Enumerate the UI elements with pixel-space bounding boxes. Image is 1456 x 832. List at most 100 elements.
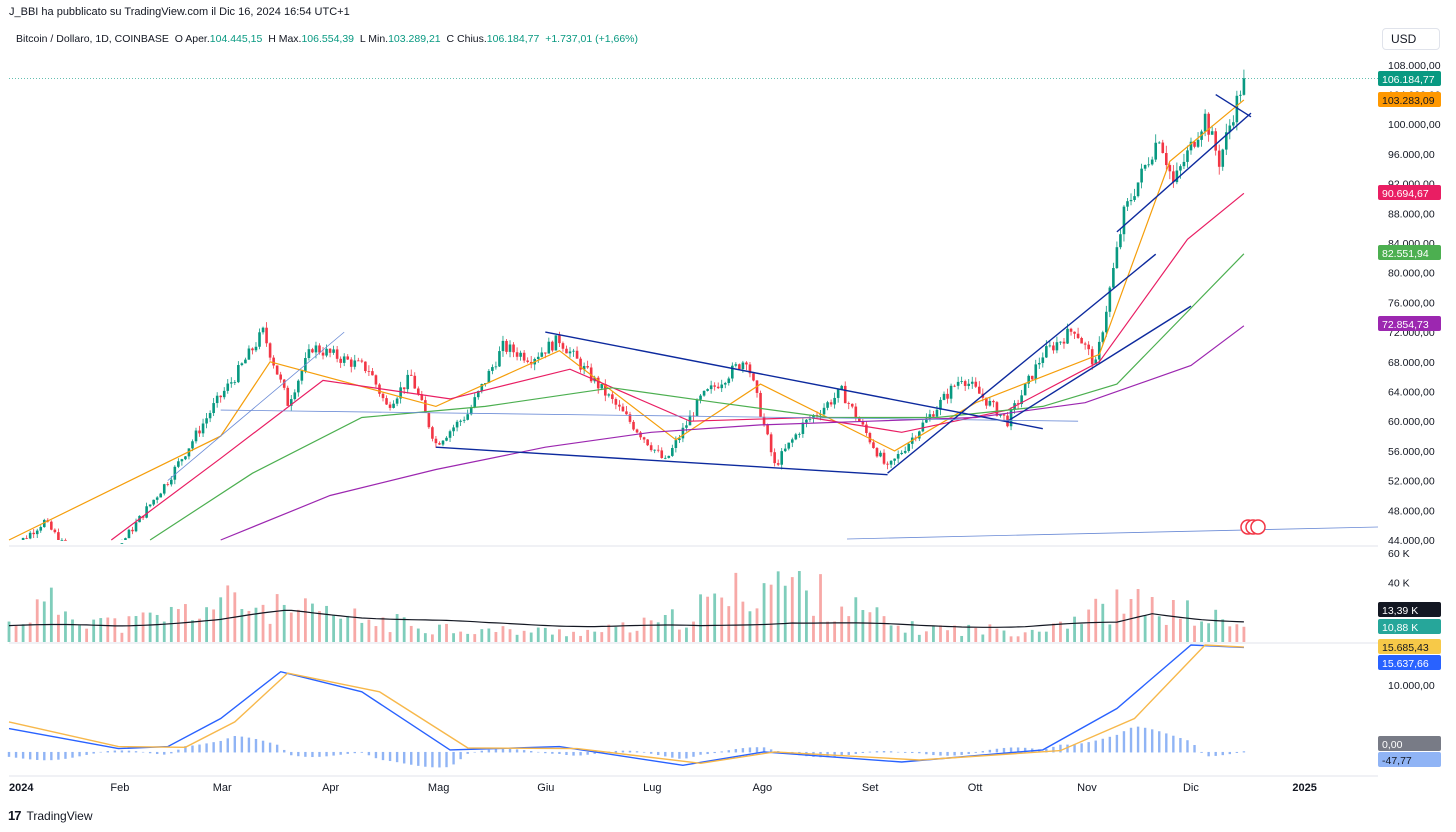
macd-histogram-bar — [882, 751, 886, 753]
candle-body — [1045, 346, 1048, 358]
volume-bar — [1186, 600, 1189, 642]
candle-body — [480, 383, 484, 392]
volume-bar — [826, 621, 829, 642]
volume-bar — [558, 629, 561, 642]
candle-body — [364, 361, 367, 372]
candle-body — [826, 402, 829, 408]
candle-body — [162, 484, 166, 494]
candle-body — [928, 414, 932, 419]
volume-bar — [92, 619, 96, 642]
symbol-label[interactable]: Bitcoin / Dollaro, 1D, COINBASE — [16, 33, 169, 45]
candle-body — [459, 420, 462, 422]
volume-bar — [614, 627, 618, 642]
macd-histogram-bar — [254, 738, 258, 753]
macd-histogram-bar — [50, 751, 53, 761]
candle-body — [812, 415, 815, 419]
volume-bar — [1207, 623, 1211, 642]
candle-body — [201, 423, 205, 434]
candle-body — [900, 452, 903, 455]
macd-histogram-bar — [1214, 751, 1217, 756]
volume-bar — [28, 622, 32, 642]
macd-histogram-bar — [85, 751, 88, 755]
macd-histogram-bar — [1193, 745, 1196, 753]
candle-body — [759, 392, 762, 417]
candle-body — [1041, 357, 1045, 363]
volume-bar — [579, 635, 582, 642]
currency-button[interactable]: USD — [1382, 28, 1440, 50]
candle-body — [261, 327, 265, 333]
volume-bar — [49, 587, 53, 642]
trendline — [1215, 93, 1252, 118]
macd-histogram-bar — [459, 751, 462, 760]
candle-body — [935, 409, 939, 417]
volume-bar — [1228, 626, 1232, 642]
volume-bar — [628, 632, 632, 642]
volume-bar — [529, 632, 533, 642]
volume-bar — [1122, 613, 1126, 642]
candle-body — [1119, 234, 1122, 248]
candle-body — [907, 443, 911, 451]
candle-body — [420, 394, 424, 401]
candle-body — [1105, 311, 1108, 333]
macd-histogram-bar — [438, 751, 441, 768]
time-tick-label: Ott — [968, 782, 983, 794]
candle-body — [649, 445, 653, 451]
macd-histogram-bar — [1200, 751, 1203, 753]
open-letter: O — [174, 33, 183, 45]
candle-body — [688, 415, 692, 426]
volume-bar — [325, 605, 328, 642]
volume-bar — [473, 634, 477, 642]
volume-bar — [176, 609, 180, 642]
volume-bar — [642, 617, 646, 642]
volume-bar — [247, 610, 251, 642]
candle-body — [674, 440, 678, 448]
volume-tick-label: 40 K — [1388, 578, 1410, 590]
macd-histogram-bar — [1023, 747, 1027, 753]
macd-histogram-bar — [1129, 727, 1133, 753]
time-tick-label: Lug — [643, 782, 661, 794]
candle-body — [25, 537, 28, 539]
histogram-tag-bg — [1378, 736, 1441, 751]
candle-body — [53, 529, 57, 533]
candle-body — [505, 340, 508, 352]
volume-bar — [776, 571, 780, 642]
macd-tick-label: 10.000,00 — [1388, 680, 1435, 692]
candle-body — [565, 348, 568, 354]
candle-body — [64, 539, 67, 541]
candle-body — [925, 418, 928, 423]
candle-body — [858, 417, 861, 422]
candle-body — [487, 370, 491, 384]
price-tick-label: 68.000,00 — [1388, 357, 1435, 369]
trendline — [887, 253, 1157, 474]
candle-body — [1224, 132, 1228, 150]
candle-body — [1210, 131, 1214, 135]
candle-body — [628, 414, 632, 422]
footer-brand[interactable]: 17 TradingView — [8, 808, 93, 823]
volume-bar — [924, 631, 928, 642]
candle-body — [1164, 153, 1168, 166]
macd-histogram-bar — [395, 751, 399, 763]
candle-body — [875, 448, 879, 457]
macd-histogram-bar — [247, 737, 251, 753]
candle-body — [536, 356, 540, 360]
volume-bar — [1129, 599, 1133, 642]
volume-bar — [353, 608, 357, 642]
price-tick-label: 56.000,00 — [1388, 446, 1435, 458]
volume-bar — [833, 621, 837, 642]
signal-line — [8, 644, 1244, 765]
candle-body — [1136, 182, 1140, 197]
candle-body — [349, 359, 353, 367]
candle-body — [237, 365, 240, 383]
candle-body — [702, 390, 706, 396]
change-value: +1.737,01 (+1,66%) — [545, 33, 639, 45]
macd-histogram-bar — [685, 751, 688, 759]
candle-body — [371, 371, 374, 376]
candle-body — [932, 414, 935, 417]
macd-histogram-bar — [911, 751, 914, 754]
macd-histogram-bar — [198, 744, 201, 753]
macd-histogram-bar — [494, 749, 498, 753]
macd-histogram-bar — [1052, 746, 1055, 753]
candle-body — [1203, 113, 1207, 132]
candle-body — [173, 466, 177, 480]
